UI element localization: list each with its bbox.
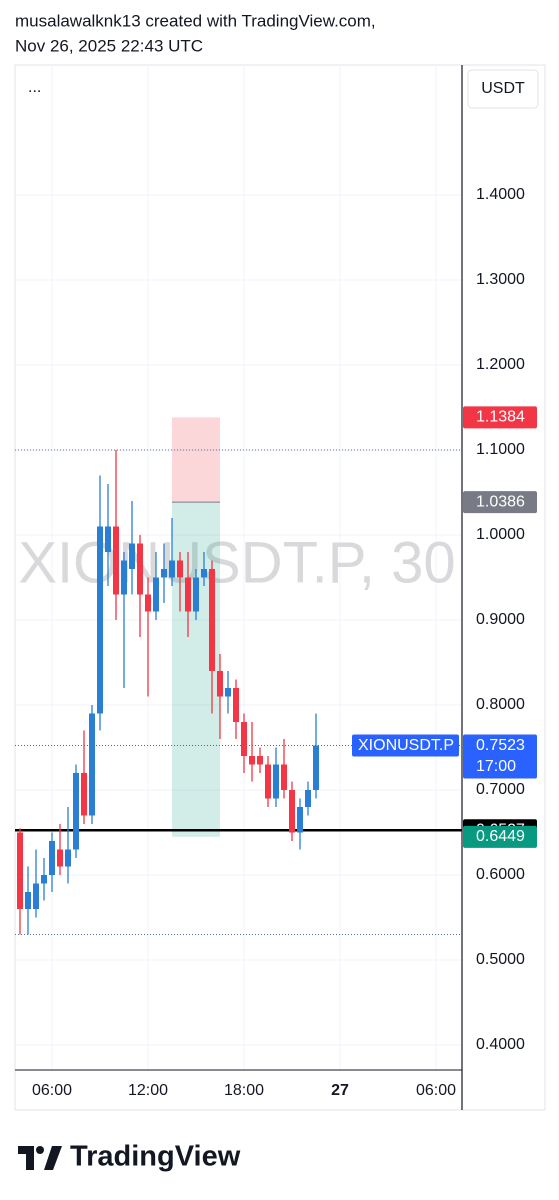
- candle-body: [201, 568, 207, 578]
- currency-label[interactable]: USDT: [481, 80, 525, 97]
- last-price-label: 0.7523: [476, 737, 525, 754]
- target-tag-label: 0.6449: [476, 828, 525, 845]
- countdown-label: 17:00: [476, 758, 516, 775]
- candle-body: [161, 568, 167, 578]
- candle-body: [41, 875, 47, 884]
- candle-body: [105, 526, 111, 552]
- stop-tag: [463, 406, 537, 429]
- candle-body: [281, 764, 287, 790]
- candle-body: [305, 789, 311, 807]
- candle-body: [193, 577, 199, 612]
- candle-body: [113, 526, 119, 595]
- x-tick-label: 06:00: [32, 1082, 72, 1099]
- y-tick-label: 1.0000: [476, 526, 525, 543]
- candle-body: [137, 543, 143, 595]
- logo: [18, 1146, 62, 1170]
- candle-body: [129, 543, 135, 569]
- x-tick-label: 18:00: [224, 1082, 264, 1099]
- candle-body: [185, 577, 191, 612]
- candle-body: [225, 687, 231, 697]
- y-tick-label: 0.6000: [476, 866, 525, 883]
- candle-body: [209, 568, 215, 671]
- x-tick-label: 27: [331, 1082, 349, 1099]
- entry-tag-label: 1.0386: [476, 493, 525, 510]
- candle-body: [177, 560, 183, 578]
- candle-body: [273, 764, 279, 799]
- candle-body: [33, 883, 39, 910]
- header-line: musalawalknk13 created with TradingView.…: [15, 11, 376, 30]
- candle-body: [97, 526, 103, 714]
- header-line: Nov 26, 2025 22:43 UTC: [15, 36, 203, 55]
- x-tick-label: 06:00: [416, 1082, 456, 1099]
- candle-body: [265, 764, 271, 799]
- candle-body: [233, 687, 239, 722]
- y-tick-label: 0.8000: [476, 696, 525, 713]
- y-tick-label: 0.9000: [476, 611, 525, 628]
- candle-body: [65, 849, 71, 867]
- candle-body: [257, 755, 263, 765]
- menu-button[interactable]: ...: [28, 79, 41, 96]
- candle-body: [169, 560, 175, 578]
- y-tick-label: 0.4000: [476, 1036, 525, 1053]
- stop-zone: [172, 417, 220, 503]
- symbol-tag: [352, 734, 459, 757]
- candle-body: [57, 849, 63, 867]
- candle-body: [17, 832, 23, 910]
- candle-body: [241, 721, 247, 756]
- candle-body: [49, 840, 55, 876]
- candle-body: [121, 560, 127, 595]
- target-tag: [463, 825, 537, 848]
- y-tick-label: 1.3000: [476, 271, 525, 288]
- candle-body: [81, 772, 87, 816]
- candle-body: [89, 713, 95, 816]
- y-tick-label: 0.5000: [476, 951, 525, 968]
- candle-body: [73, 772, 79, 850]
- y-tick-label: 1.4000: [476, 186, 525, 203]
- candle-body: [25, 892, 31, 910]
- y-tick-label: 1.1000: [476, 441, 525, 458]
- candle-body: [297, 806, 303, 833]
- y-tick-label: 1.2000: [476, 356, 525, 373]
- currency-box[interactable]: [467, 69, 539, 109]
- candle-body: [217, 670, 223, 697]
- watermark: XIONUSDT.P, 30: [18, 530, 455, 595]
- candle-body: [249, 755, 255, 765]
- candle-body: [153, 577, 159, 612]
- logo-text: TradingView: [70, 1141, 241, 1173]
- candle-body: [145, 594, 151, 612]
- entry-tag: [463, 491, 537, 514]
- candle-body: [289, 789, 295, 833]
- y-tick-label: 0.7000: [476, 781, 525, 798]
- symbol-tag-label: XIONUSDT.P: [358, 737, 454, 754]
- x-tick-label: 12:00: [128, 1082, 168, 1099]
- chart-frame: [14, 64, 546, 1111]
- stop-tag-label: 1.1384: [476, 409, 525, 426]
- last-price-tag: [463, 734, 537, 779]
- candle-body: [313, 745, 319, 790]
